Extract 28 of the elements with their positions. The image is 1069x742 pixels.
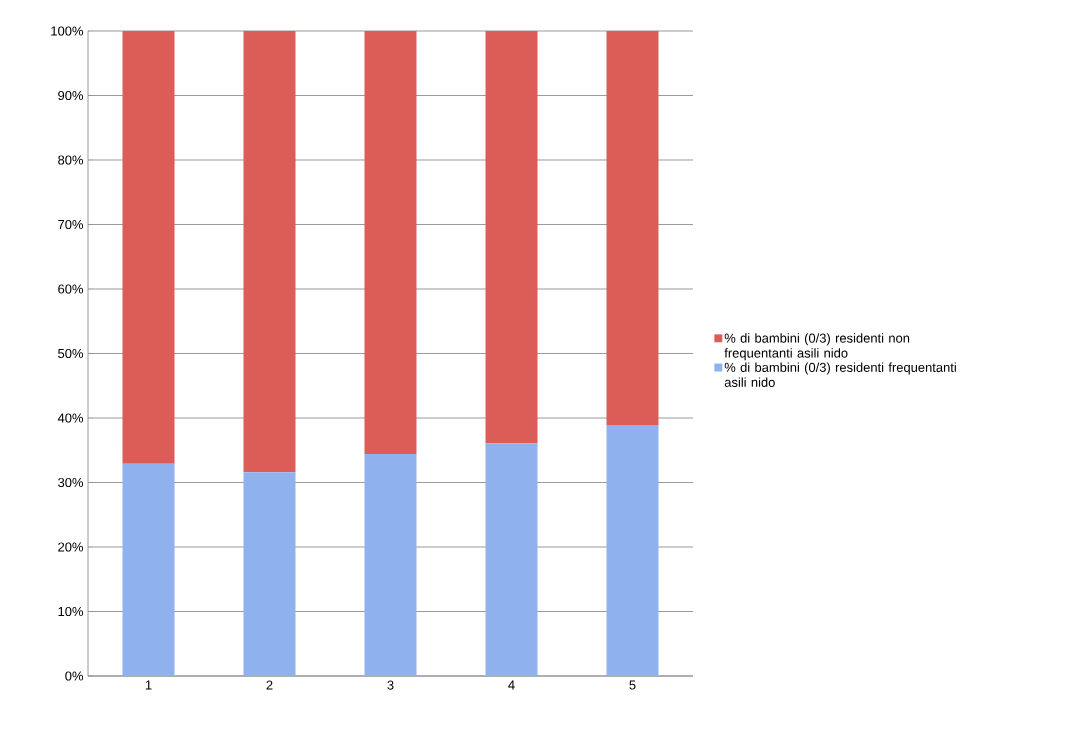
x-tick-label: 3: [387, 680, 394, 690]
bar: [606, 30, 659, 426]
bar: [243, 472, 296, 676]
y-tick-label: 50%: [58, 348, 84, 359]
y-tick-label: 70%: [58, 219, 84, 230]
x-tick-label: 1: [145, 680, 152, 690]
bar: [122, 463, 175, 676]
legend-label: % di bambini (0/3) residenti frequentanti asili nido: [724, 362, 956, 387]
y-tick-label: 0%: [65, 671, 84, 681]
y-tick-label: 40%: [57, 413, 84, 423]
bar: [485, 30, 538, 444]
bar: [364, 30, 417, 455]
y-tick-label: 100%: [51, 26, 84, 36]
bar: [122, 30, 175, 464]
x-tick-label: 4: [508, 680, 515, 690]
y-tick-label: 20%: [58, 542, 84, 552]
bar: [364, 454, 417, 676]
y-tick-label: 60%: [58, 284, 84, 294]
y-tick-label: 80%: [58, 155, 84, 165]
legend-label: % di bambini (0/3) residenti non frequentanti asili nido: [724, 333, 910, 361]
x-tick-label: 2: [266, 680, 273, 690]
y-tick-label: 10%: [58, 606, 84, 617]
x-tick-label: 5: [629, 680, 636, 690]
y-tick-label: 30%: [58, 477, 84, 488]
bar: [485, 443, 538, 676]
bar: [606, 425, 659, 676]
bar: [243, 30, 296, 473]
y-tick-label: 90%: [58, 90, 84, 101]
